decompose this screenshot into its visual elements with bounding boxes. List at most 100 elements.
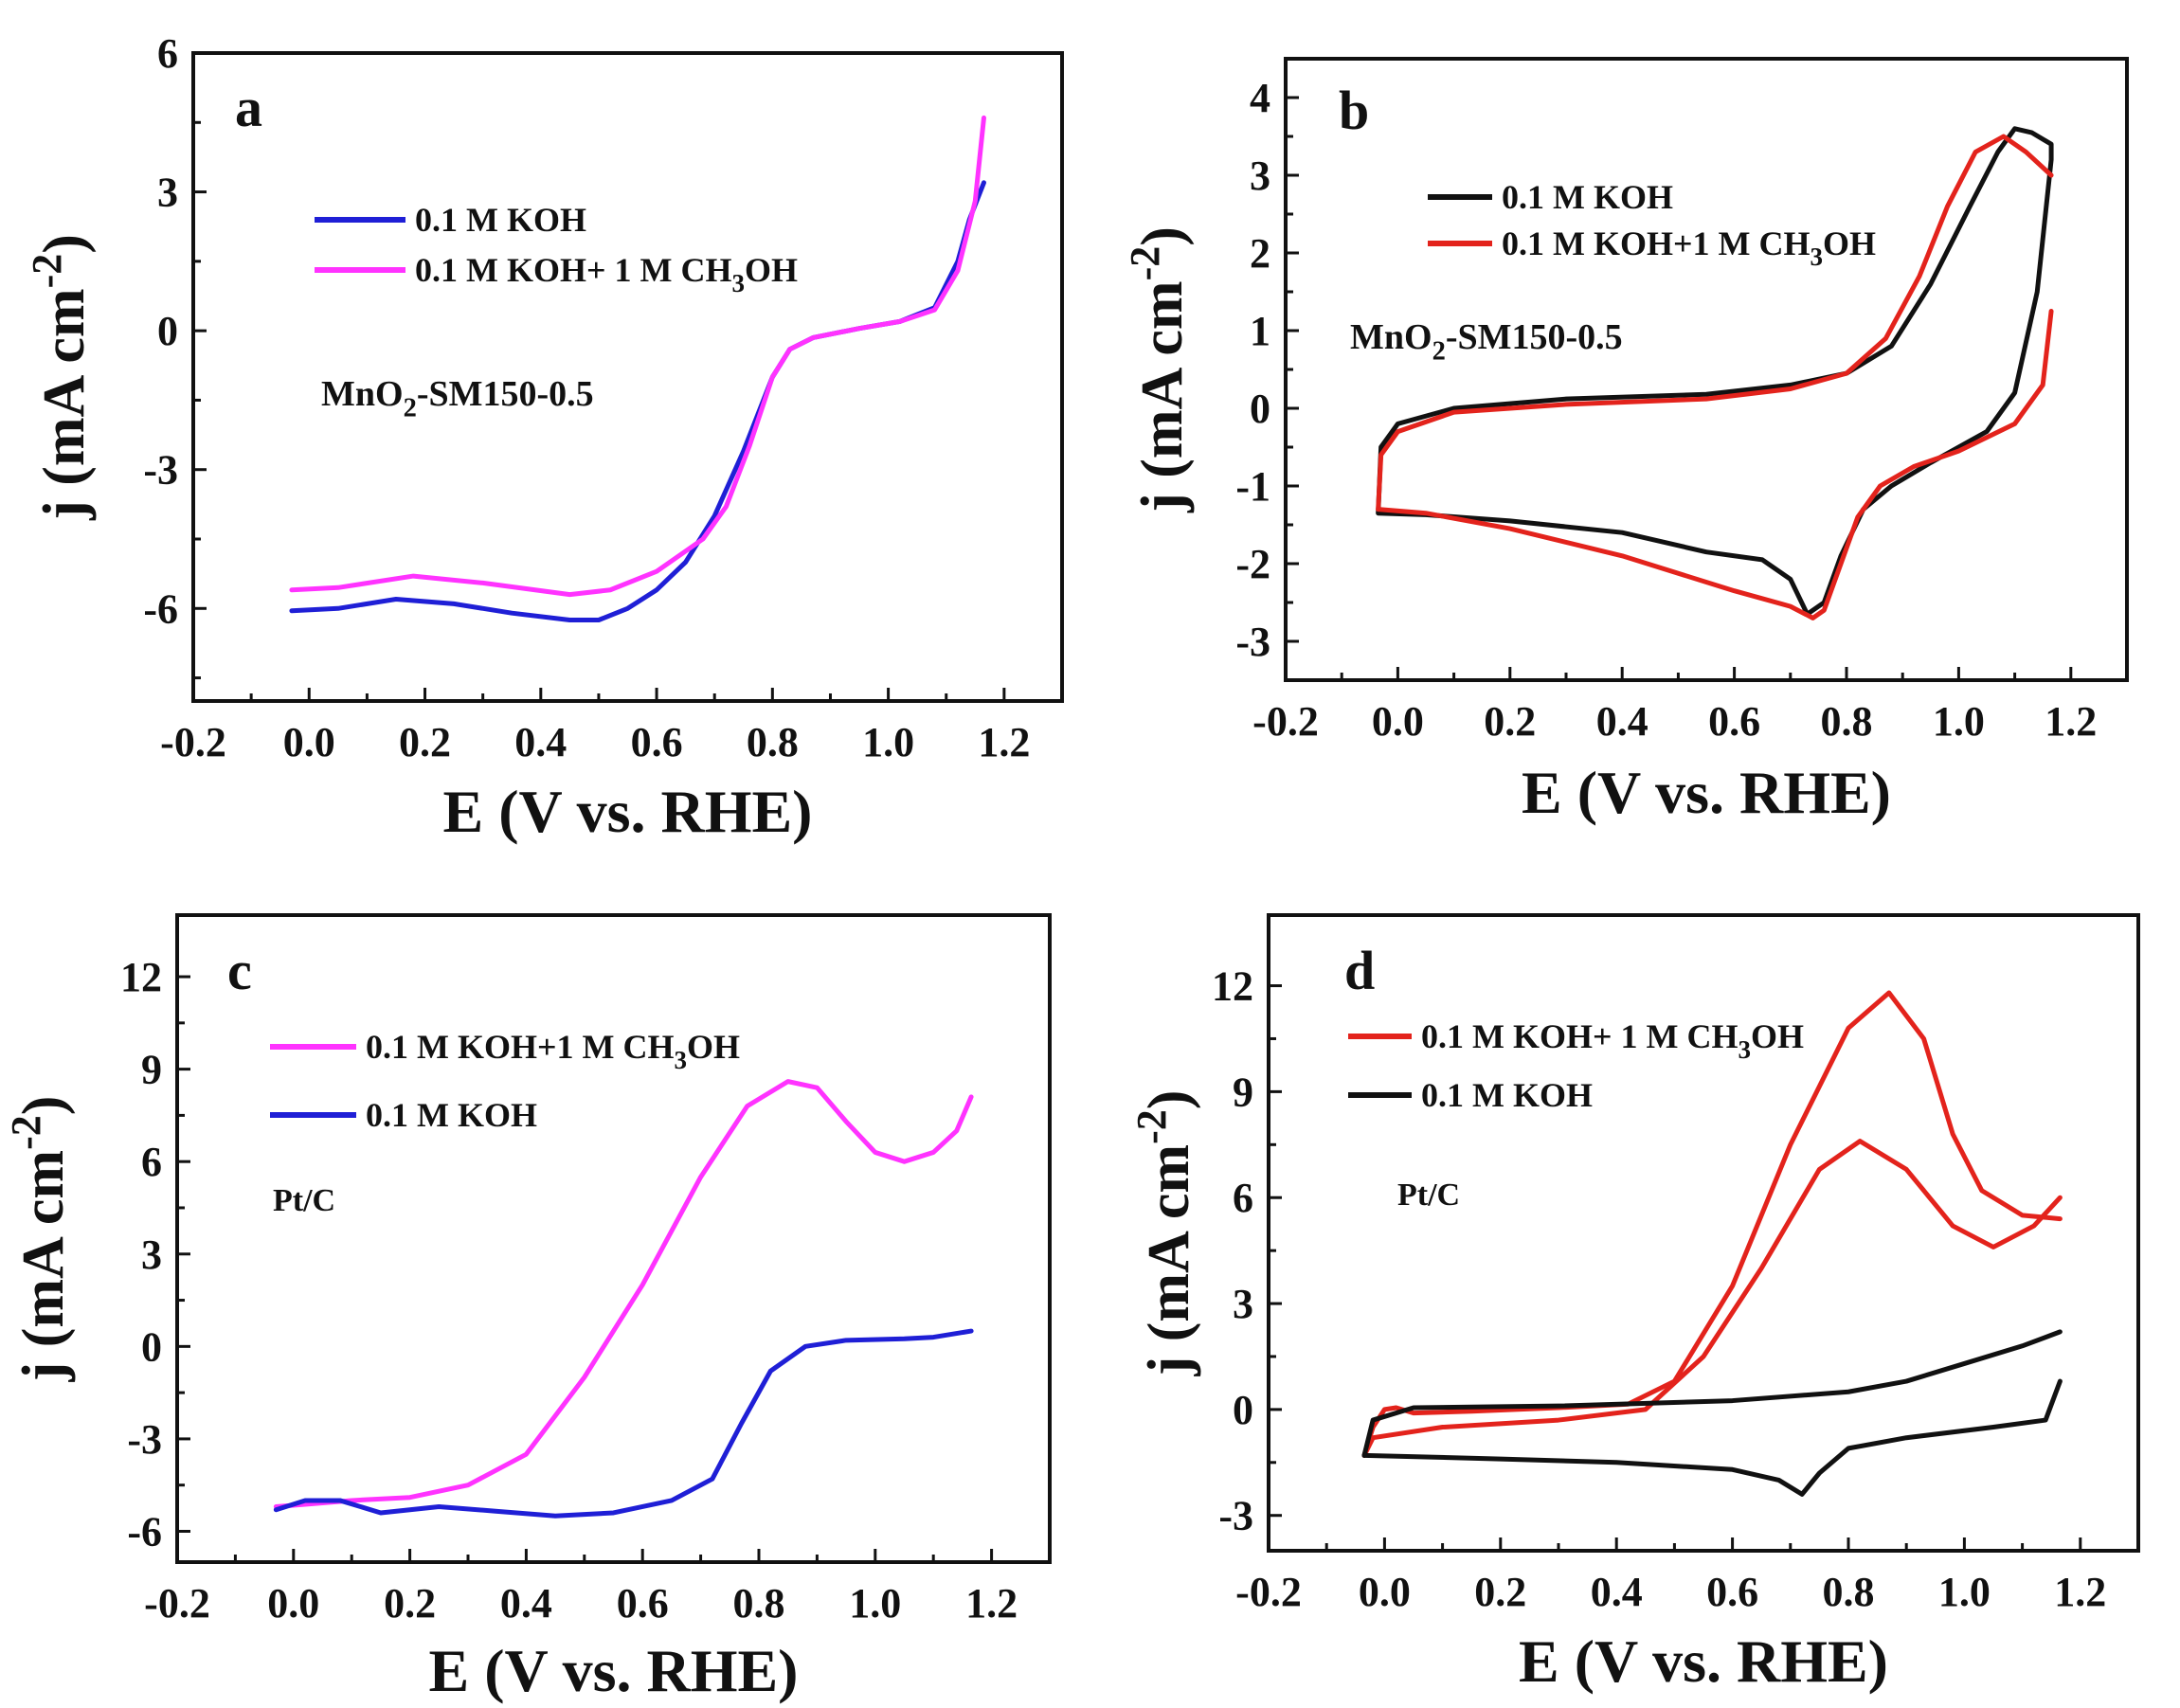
panel-c: -0.2 0.0 0.2 0.4 0.6 0.8 1.0 1.2 12 9 6 3 0 -3 -6 E (V … — [3, 913, 1052, 1704]
legend-label: 0.1 M KOH+1 M CH3OH — [366, 1028, 740, 1074]
sample-annotation: Pt/C — [1397, 1178, 1460, 1213]
x-tick-label: 0.0 — [283, 719, 335, 765]
x-tick-label: -0.2 — [1235, 1569, 1302, 1615]
legend-label: 0.1 M KOH — [366, 1096, 537, 1134]
legend-label: 0.1 M KOH — [415, 201, 586, 239]
x-tick-label: 0.8 — [733, 1580, 785, 1627]
panel-label: d — [1344, 940, 1375, 1001]
legend-label-main: 0.1 M KOH+ 1 M CH — [1421, 1017, 1738, 1055]
y-axis-title-sup: -2 — [24, 254, 70, 289]
x-tick-label: 1.2 — [978, 719, 1030, 765]
x-tick-label: 0.2 — [1474, 1569, 1526, 1615]
x-tick-label: 0.4 — [1591, 1569, 1643, 1615]
y-tick-label: -3 — [1218, 1493, 1253, 1539]
y-tick-label: 3 — [1233, 1281, 1253, 1327]
series-line-red — [1361, 990, 2063, 1458]
sample-annotation-main: Pt/C — [273, 1183, 335, 1218]
sample-annotation-sub: 2 — [404, 393, 417, 423]
sample-annotation: MnO2-SM150-0.5 — [1350, 317, 1623, 366]
sample-annotation-main: Pt/C — [1397, 1178, 1460, 1213]
x-tick-label: 1.2 — [965, 1580, 1018, 1627]
plot-frame — [1267, 913, 2140, 1553]
sample-annotation-main: MnO — [1350, 317, 1432, 357]
x-tick-label: 0.2 — [399, 719, 451, 765]
legend-label-main: 0.1 M KOH — [415, 201, 586, 239]
x-axis-title: E (V vs. RHE) — [1519, 1627, 1888, 1695]
y-axis-title: j (mA cm-2) — [1128, 1090, 1201, 1377]
x-tick-label: 1.0 — [1938, 1569, 1991, 1615]
x-tick-label: 0.0 — [1359, 1569, 1411, 1615]
y-tick-label: -1 — [1235, 463, 1270, 510]
x-tick-label: 1.2 — [2054, 1569, 2106, 1615]
series-line-blue — [273, 1328, 974, 1519]
panel-a: -0.2 0.0 0.2 0.4 0.6 0.8 1.0 1.2 6 3 0 -3 -6 E (V vs.… — [24, 30, 1064, 845]
x-tick-label: 1.0 — [1933, 698, 1985, 745]
y-tick-label: 9 — [141, 1047, 162, 1093]
y-axis-title-main: j (mA cm — [1130, 280, 1195, 512]
y-axis-title-sup: -2 — [1122, 246, 1168, 281]
y-axis-title-main: j (mA cm — [1137, 1144, 1201, 1376]
x-tick-label: -0.2 — [160, 719, 226, 765]
legend-label-sub: 3 — [731, 269, 745, 297]
y-tick-label: 6 — [157, 30, 178, 77]
y-tick-label: 1 — [1250, 308, 1270, 354]
y-axis-title-main: j (mA cm — [32, 288, 97, 520]
y-tick-label: 3 — [1250, 153, 1270, 199]
legend-label-main: 0.1 M KOH — [366, 1096, 537, 1134]
y-axis-title: j (mA cm-2) — [3, 1096, 76, 1383]
y-tick-label: 3 — [141, 1232, 162, 1278]
panel-label: a — [235, 77, 262, 138]
x-tick-label: 0.6 — [617, 1580, 669, 1627]
panel-b: -0.2 0.0 0.2 0.4 0.6 0.8 1.0 1.2 4 3 2 1 0 -1 -2 -3 E (V… — [1122, 57, 2129, 826]
legend-label: 0.1 M KOH+ 1 M CH3OH — [1421, 1017, 1804, 1064]
x-tick-label: 0.4 — [1596, 698, 1649, 745]
x-tick-label: 0.4 — [500, 1580, 552, 1627]
sample-annotation-tail: -SM150-0.5 — [417, 374, 594, 414]
x-axis-title: E (V vs. RHE) — [443, 778, 813, 845]
x-tick-label: 0.6 — [1708, 698, 1760, 745]
plot-frame — [191, 51, 1064, 703]
legend-label-tail: OH — [1751, 1017, 1804, 1055]
y-tick-label: 4 — [1250, 75, 1270, 121]
series-line-black — [1361, 1378, 2063, 1497]
x-tick-label: 0.6 — [631, 719, 683, 765]
sample-annotation: Pt/C — [273, 1183, 335, 1218]
series-line-magenta — [289, 115, 986, 598]
y-axis-title-main: j (mA cm — [11, 1150, 76, 1382]
legend-label-tail: OH — [687, 1028, 740, 1066]
y-axis-title-close: ) — [32, 234, 97, 254]
series-line-black — [1361, 1329, 2063, 1458]
series-line-red — [1361, 1139, 2063, 1458]
legend-label-sub: 3 — [1810, 243, 1823, 271]
y-axis-title-close: ) — [1137, 1090, 1201, 1110]
legend-label-main: 0.1 M KOH+1 M CH — [1502, 225, 1810, 262]
plot-frame — [175, 913, 1052, 1564]
y-axis-title-sup: -2 — [1128, 1109, 1175, 1144]
series-line-red — [1376, 134, 2054, 512]
y-axis-title: j (mA cm-2) — [24, 234, 97, 521]
x-tick-label: 0.8 — [1823, 1569, 1875, 1615]
x-tick-label: 0.6 — [1706, 1569, 1758, 1615]
x-tick-label: 1.0 — [849, 1580, 901, 1627]
legend-label-tail: OH — [745, 251, 798, 289]
x-tick-label: 1.2 — [2045, 698, 2097, 745]
y-tick-label: 6 — [1233, 1175, 1253, 1221]
x-tick-label: 0.0 — [1372, 698, 1424, 745]
y-tick-label: 6 — [141, 1139, 162, 1185]
legend-label-main: 0.1 M KOH — [1502, 178, 1673, 216]
x-tick-label: 0.8 — [747, 719, 799, 765]
y-axis-title-sup: -2 — [3, 1115, 49, 1150]
y-tick-label: -3 — [127, 1416, 162, 1463]
legend-label-sub: 3 — [1738, 1035, 1751, 1064]
y-tick-label: 0 — [157, 308, 178, 354]
x-tick-label: 0.4 — [514, 719, 567, 765]
y-tick-label: -3 — [1235, 619, 1270, 665]
x-tick-label: 0.0 — [267, 1580, 319, 1627]
sample-annotation-tail: -SM150-0.5 — [1446, 317, 1623, 357]
x-tick-label: -0.2 — [144, 1580, 210, 1627]
y-axis-title-close: ) — [1130, 226, 1195, 246]
y-tick-label: 0 — [141, 1323, 162, 1370]
y-tick-label: -6 — [127, 1508, 162, 1555]
y-tick-label: 2 — [1250, 230, 1270, 277]
